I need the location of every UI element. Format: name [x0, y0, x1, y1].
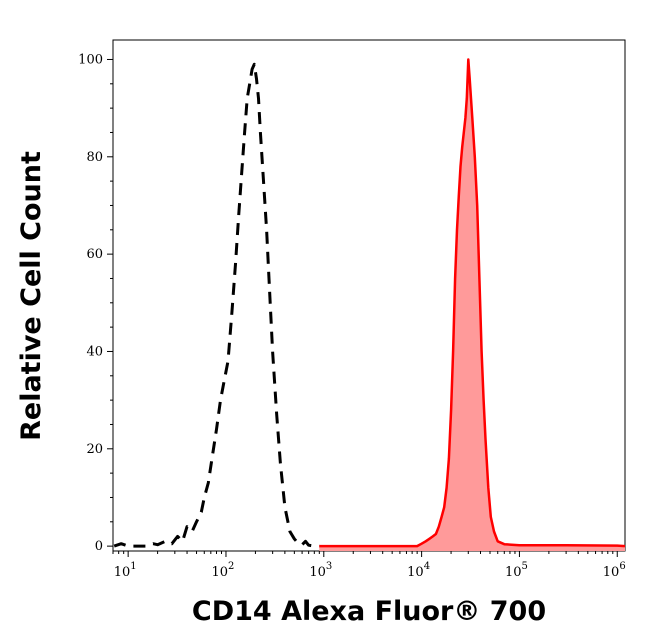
y-axis-title: Relative Cell Count: [16, 151, 47, 441]
control-series-line: [113, 62, 320, 548]
x-tick-label: 102: [212, 561, 235, 580]
y-tick-label: 20: [86, 442, 103, 457]
x-tick-label: 106: [603, 561, 626, 580]
x-tick-label: 105: [505, 561, 528, 580]
axis-layer: 0 20 40 60 80 100 101 102 103 104 105 106: [78, 52, 626, 580]
x-axis-title: CD14 Alexa Fluor® 700: [192, 596, 546, 627]
y-tick-label: 100: [78, 52, 103, 67]
series-layer: [113, 58, 626, 551]
x-tick-label: 104: [407, 561, 430, 580]
stained-series-line: [319, 58, 626, 548]
plot-frame: [112, 39, 626, 552]
x-tick-label: 103: [309, 561, 332, 580]
y-tick-label: 60: [86, 247, 103, 262]
stained-series-fill: [319, 59, 625, 551]
y-tick-label: 40: [86, 344, 103, 359]
y-tick-label: 0: [95, 539, 103, 554]
y-tick-label: 80: [86, 150, 103, 165]
x-tick-label: 101: [114, 561, 137, 580]
